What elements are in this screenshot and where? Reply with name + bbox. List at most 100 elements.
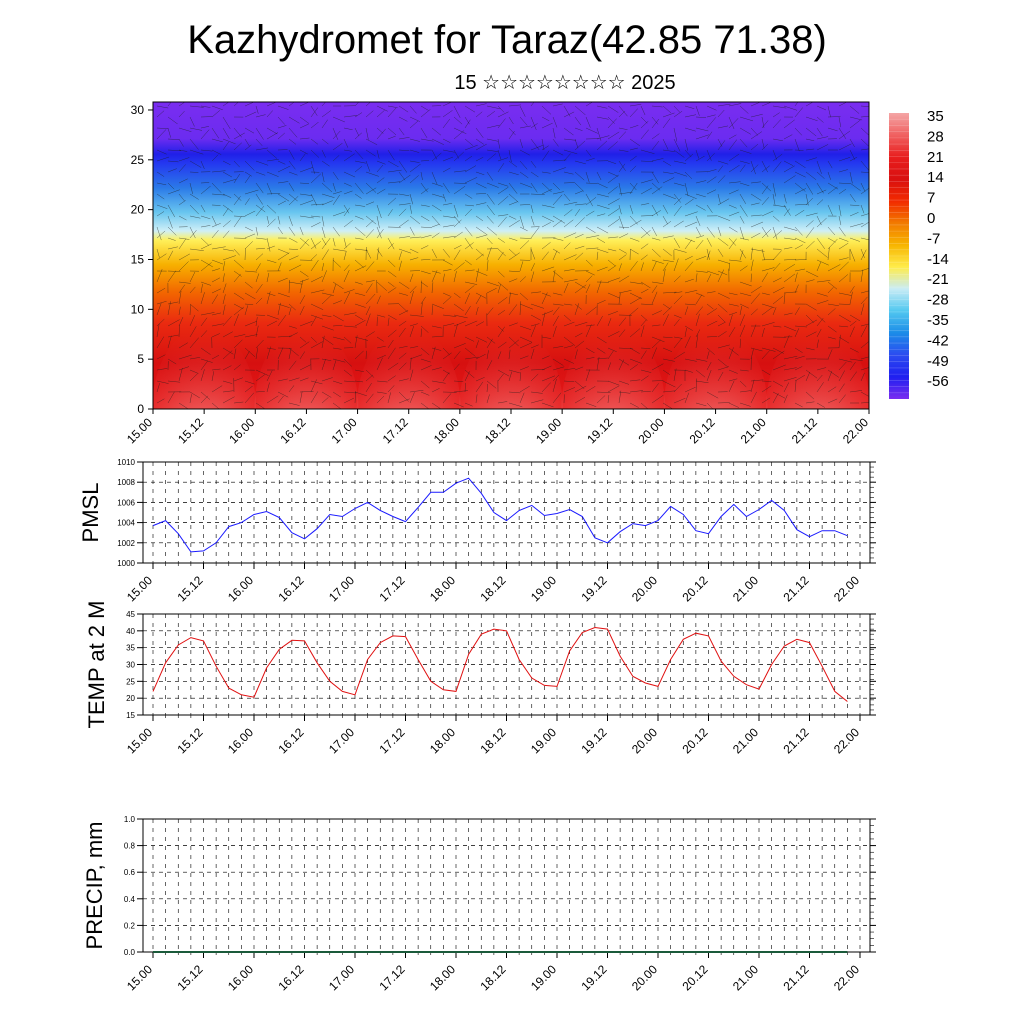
y-tick-label: 0.4 bbox=[124, 895, 136, 904]
y-tick-label: 15 bbox=[131, 252, 145, 266]
x-tick-label: 18.12 bbox=[477, 962, 508, 993]
x-tick-label: 21.00 bbox=[730, 573, 761, 604]
y-tick-label: 45 bbox=[126, 610, 135, 619]
x-tick-label: 20.12 bbox=[679, 573, 710, 604]
y-tick-label: 0.2 bbox=[124, 921, 136, 930]
y-tick-label: 1006 bbox=[117, 498, 135, 507]
y-tick-label: 1000 bbox=[117, 559, 135, 568]
x-tick-label: 22.00 bbox=[831, 573, 862, 604]
colorbar-label: -49 bbox=[927, 353, 949, 370]
x-tick-label: 19.12 bbox=[584, 415, 615, 446]
colorbar-label: -35 bbox=[927, 312, 949, 329]
y-tick-label: 40 bbox=[126, 627, 135, 636]
x-tick-label: 15.00 bbox=[124, 725, 155, 756]
x-tick-label: 21.12 bbox=[780, 573, 811, 604]
colorbar-label: 14 bbox=[927, 169, 944, 186]
heatmap-overlays bbox=[153, 102, 869, 409]
y-tick-label: 1004 bbox=[117, 519, 135, 528]
x-tick-label: 16.12 bbox=[275, 962, 306, 993]
x-tick-label: 16.00 bbox=[226, 415, 257, 446]
y-tick-label: 0.6 bbox=[124, 868, 136, 877]
x-tick-label: 18.00 bbox=[427, 725, 458, 756]
x-tick-label: 18.00 bbox=[427, 962, 458, 993]
x-tick-label: 20.12 bbox=[679, 962, 710, 993]
y-tick-label: 35 bbox=[126, 644, 135, 653]
temperature-series-line bbox=[152, 626, 848, 702]
warm-surface-blob bbox=[459, 327, 563, 409]
y-tick-label: 20 bbox=[131, 203, 145, 217]
x-tick-label: 22.00 bbox=[831, 725, 862, 756]
y-tick-label: 0.0 bbox=[124, 948, 136, 957]
x-tick-label: 18.00 bbox=[427, 573, 458, 604]
x-tick-label: 15.12 bbox=[174, 725, 205, 756]
y-tick-label: 1010 bbox=[117, 458, 135, 467]
warm-surface-blob bbox=[153, 327, 257, 409]
y-tick-label: 1008 bbox=[117, 478, 135, 487]
x-tick-label: 17.00 bbox=[326, 725, 357, 756]
x-tick-label: 20.00 bbox=[629, 962, 660, 993]
x-tick-label: 15.12 bbox=[175, 415, 206, 446]
x-tick-label: 17.12 bbox=[376, 962, 407, 993]
x-tick-label: 17.00 bbox=[329, 415, 360, 446]
x-tick-label: 17.00 bbox=[326, 573, 357, 604]
y-tick-label: 25 bbox=[131, 153, 145, 167]
y-axis-label: TEMP at 2 M bbox=[84, 601, 109, 729]
x-tick-label: 19.00 bbox=[528, 573, 559, 604]
x-tick-label: 16.12 bbox=[275, 573, 306, 604]
x-tick-label: 21.12 bbox=[780, 725, 811, 756]
colorbar-label: 35 bbox=[927, 108, 944, 125]
x-tick-label: 21.00 bbox=[730, 962, 761, 993]
x-tick-label: 19.12 bbox=[578, 725, 609, 756]
x-tick-label: 20.00 bbox=[629, 573, 660, 604]
y-axis-label: PRECIP, mm bbox=[82, 822, 107, 950]
x-tick-label: 15.00 bbox=[124, 415, 155, 446]
precipitation-panel: 0.0 0.2 0.4 0.6 0.8 1.0 15.00 15.12 16.00 16.12 17… bbox=[82, 815, 876, 993]
x-tick-label: 21.12 bbox=[789, 415, 820, 446]
x-tick-label: 19.00 bbox=[528, 962, 559, 993]
x-tick-label: 15.00 bbox=[124, 962, 155, 993]
x-tick-label: 20.12 bbox=[687, 415, 718, 446]
warm-surface-blob bbox=[765, 327, 869, 409]
pmsl-panel: 1000 1002 1004 1006 1008 1010 15.00 15.12 16.00 1… bbox=[78, 458, 876, 604]
x-tick-label: 19.12 bbox=[578, 573, 609, 604]
colorbar-label: 0 bbox=[927, 210, 935, 227]
colorbar-label: -21 bbox=[927, 271, 949, 288]
y-tick-label: 1.0 bbox=[124, 815, 136, 824]
x-tick-label: 18.12 bbox=[477, 725, 508, 756]
x-tick-label: 20.12 bbox=[679, 725, 710, 756]
x-tick-label: 20.00 bbox=[635, 415, 666, 446]
x-tick-label: 17.12 bbox=[380, 415, 411, 446]
y-tick-label: 20 bbox=[126, 694, 135, 703]
x-tick-label: 18.12 bbox=[482, 415, 513, 446]
y-tick-label: 1002 bbox=[117, 539, 135, 548]
x-tick-label: 19.00 bbox=[528, 725, 559, 756]
x-tick-label: 16.00 bbox=[225, 962, 256, 993]
x-tick-label: 19.00 bbox=[533, 415, 564, 446]
y-tick-label: 30 bbox=[131, 103, 145, 117]
x-tick-label: 16.12 bbox=[277, 415, 308, 446]
y-tick-label: 30 bbox=[126, 661, 135, 670]
chart-subtitle: 15 ☆☆☆☆☆☆☆☆ 2025 bbox=[454, 72, 676, 94]
pmsl-series-line bbox=[152, 477, 848, 553]
x-tick-label: 16.00 bbox=[225, 725, 256, 756]
y-tick-label: 25 bbox=[126, 677, 135, 686]
y-tick-label: 0 bbox=[137, 402, 144, 416]
plot-frame bbox=[142, 461, 871, 564]
warm-surface-blob bbox=[663, 327, 768, 409]
x-tick-label: 22.00 bbox=[831, 962, 862, 993]
x-tick-label: 15.12 bbox=[174, 573, 205, 604]
x-tick-label: 20.00 bbox=[629, 725, 660, 756]
x-tick-label: 21.00 bbox=[738, 415, 769, 446]
temperature-panel: 15 20 25 30 35 40 45 15.00 15.12 16.00 16.12 17.00 1… bbox=[84, 601, 876, 756]
colorbar-label: -42 bbox=[927, 332, 949, 349]
cross-section-panel: 0 5 10 15 20 25 30 15.00 15.12 16.00 16.12 17.00 17.… bbox=[124, 101, 871, 446]
x-tick-label: 16.00 bbox=[225, 573, 256, 604]
x-tick-label: 21.12 bbox=[780, 962, 811, 993]
x-tick-label: 17.12 bbox=[376, 725, 407, 756]
colorbar-label: 28 bbox=[927, 128, 944, 145]
warm-surface-blob bbox=[254, 327, 359, 409]
x-tick-label: 17.00 bbox=[326, 962, 357, 993]
x-tick-label: 19.12 bbox=[578, 962, 609, 993]
x-tick-label: 18.12 bbox=[477, 573, 508, 604]
